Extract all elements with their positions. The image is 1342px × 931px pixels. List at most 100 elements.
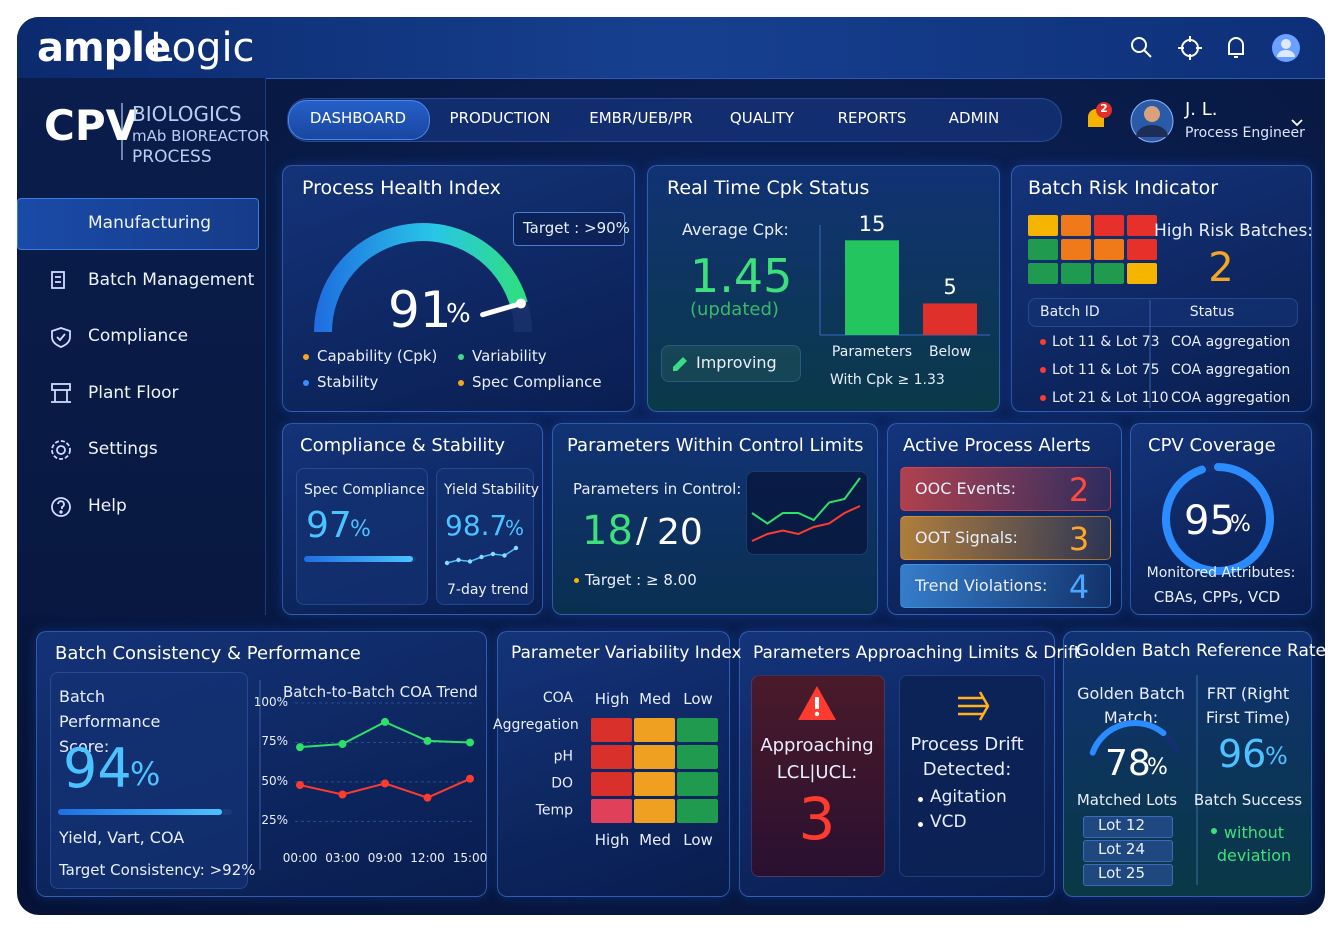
sparkline-point xyxy=(467,559,473,564)
nav-tab[interactable]: EMBR/UEB/PR xyxy=(589,109,693,127)
card-title: Parameters Approaching Limits & Drift xyxy=(753,643,1081,663)
bell-alert-icon[interactable] xyxy=(1088,102,1112,127)
user-name: J. L. xyxy=(1185,99,1218,120)
risk-cell xyxy=(1127,263,1157,284)
legend-label: Capability (Cpk) xyxy=(317,347,438,365)
risk-cell xyxy=(1061,263,1091,284)
menu-item[interactable]: Manufacturing xyxy=(88,213,212,233)
point xyxy=(423,793,432,802)
panel xyxy=(436,468,534,605)
unit: % xyxy=(505,516,525,540)
label: Batch Success xyxy=(1193,791,1303,809)
status-dot xyxy=(1040,367,1046,373)
brand: ample xyxy=(37,25,171,71)
chart-title: Batch-to-Batch COA Trend xyxy=(283,683,478,701)
table-header xyxy=(1028,298,1298,327)
y-tick-label: 25% xyxy=(261,813,288,828)
table-cell: Lot 11 & Lot 73 xyxy=(1052,334,1160,350)
point xyxy=(338,790,347,799)
bar-label: 15 xyxy=(858,212,886,237)
status-dot xyxy=(1040,339,1046,345)
legend-dot xyxy=(458,380,464,386)
card-title: Parameter Variability Index xyxy=(511,643,742,663)
alert-label: OOT Signals: xyxy=(915,528,1018,547)
nav-tab[interactable]: ADMIN xyxy=(948,109,1000,127)
progress-bar xyxy=(58,809,222,815)
heat-cell xyxy=(591,718,632,742)
bell-icon[interactable] xyxy=(1228,37,1244,58)
risk-cell xyxy=(1061,239,1091,260)
alert-row xyxy=(900,516,1111,560)
card-title: Golden Batch Reference Rate xyxy=(1076,641,1326,661)
yield-value: 98.7 xyxy=(445,509,508,542)
column-label: Low xyxy=(683,690,713,708)
product-line: mAb BIOREACTOR xyxy=(132,127,270,145)
risk-cell xyxy=(1127,239,1157,260)
nav-tab[interactable]: QUALITY xyxy=(729,109,795,127)
approaching-value: 3 xyxy=(798,785,836,853)
bar xyxy=(923,303,977,335)
control-chart xyxy=(751,477,861,542)
alert-value: 4 xyxy=(1068,568,1090,606)
unit: % xyxy=(130,755,161,793)
table-cell: Lot 21 & Lot 110 xyxy=(1052,390,1169,406)
notification-count[interactable]: 2 xyxy=(1100,102,1108,115)
row-label: COA Aggregation xyxy=(493,690,579,733)
legend-label: Spec Compliance xyxy=(472,373,602,391)
bullet xyxy=(574,578,579,583)
column-header: Status xyxy=(1189,304,1235,320)
success-note: without deviation xyxy=(1216,823,1292,865)
avatar-icon[interactable] xyxy=(1272,34,1300,62)
nav-tab[interactable]: DASHBOARD xyxy=(309,109,407,127)
label: Yield Stability xyxy=(444,482,540,498)
point xyxy=(423,736,432,745)
point xyxy=(381,717,389,726)
nav-tab[interactable]: REPORTS xyxy=(837,109,907,127)
alert-label: Trend Violations: xyxy=(915,576,1048,595)
user-avatar[interactable] xyxy=(1130,99,1174,143)
golden-ring xyxy=(1089,719,1181,756)
menu-item[interactable]: Help xyxy=(88,495,127,516)
series-line xyxy=(751,477,861,525)
cpk-chart xyxy=(819,225,990,336)
separator: / xyxy=(636,511,648,551)
chevron[interactable] xyxy=(1291,119,1303,127)
x-tick-label: 09:00 xyxy=(367,851,403,865)
drift-item: VCD xyxy=(930,812,967,832)
unit: % xyxy=(1265,742,1288,770)
point xyxy=(296,743,304,752)
menu-item[interactable]: Batch Management xyxy=(88,269,255,290)
unit: % xyxy=(1147,755,1168,780)
high-risk-value: 2 xyxy=(1208,245,1234,291)
search-icon[interactable] xyxy=(1131,37,1152,58)
risk-cell xyxy=(1028,215,1058,236)
ring-value xyxy=(1162,463,1274,575)
menu-item[interactable]: Compliance xyxy=(88,326,189,346)
category-label: Parameters xyxy=(831,344,913,360)
score-value: 94 xyxy=(63,737,132,800)
risk-cell xyxy=(1127,215,1157,236)
heat-cell xyxy=(634,772,675,796)
card-title: Compliance & Stability xyxy=(300,435,506,456)
sparkline-point xyxy=(456,557,461,563)
label: Batch Performance Score: xyxy=(59,687,161,756)
menu-active xyxy=(17,198,259,250)
subtitle: Yield, Vart, COA xyxy=(59,828,185,847)
nav-active xyxy=(288,100,430,140)
nav-tab[interactable]: PRODUCTION xyxy=(449,109,551,127)
point xyxy=(466,774,474,783)
label: Approaching LCL|UCL: xyxy=(760,735,874,783)
menu-item[interactable]: Plant Floor xyxy=(88,382,179,403)
x-tick-label: 15:00 xyxy=(452,851,488,865)
y-tick-label: 50% xyxy=(261,773,288,788)
column-label: High xyxy=(594,690,630,708)
series-line xyxy=(751,505,861,542)
bar-label: 5 xyxy=(943,275,957,300)
point xyxy=(466,738,474,747)
menu-item[interactable]: Settings xyxy=(88,439,158,459)
target: Target : ≥ 8.00 xyxy=(585,571,697,589)
target-icon[interactable] xyxy=(1178,36,1202,60)
sparkline-point xyxy=(490,551,496,557)
status-dot xyxy=(1040,395,1046,401)
table-cell: COA aggregation xyxy=(1171,390,1291,406)
